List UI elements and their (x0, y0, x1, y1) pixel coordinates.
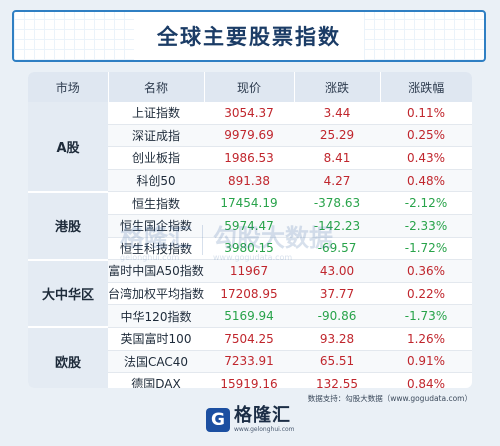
change-cell: 93.28 (294, 327, 380, 351)
data-source-note: 数据支持：勾股大数据（www.gogudata.com） (307, 394, 472, 403)
change-pct-cell: 0.91% (380, 350, 472, 374)
table-row: 港股 恒生指数 17454.19 -378.63 -2.12% (28, 191, 472, 261)
table-row: 中华120指数 5169.94 -90.86 -1.73% (28, 304, 472, 328)
table-body: A股 上证指数 3054.37 3.44 0.11% 深证成指 9979.69 25.29 0.… (28, 102, 472, 388)
logo-g-icon: G (206, 408, 230, 432)
index-name-cell: 恒生科技指数 (108, 237, 204, 261)
price-cell: 11967 (204, 259, 294, 283)
price-cell: 5169.94 (204, 304, 294, 328)
change-cell: 8.41 (294, 146, 380, 170)
price-cell: 3980.15 (204, 237, 294, 261)
change-cell: 4.27 (294, 169, 380, 193)
logo-text: 格隆汇 www.gelonghui.com (234, 407, 295, 433)
index-name-cell: 法国CAC40 (108, 350, 204, 374)
change-pct-cell: 0.22% (380, 282, 472, 306)
table-row: 法国CAC40 7233.91 65.51 0.91% (28, 350, 472, 374)
index-name-cell: 中华120指数 (108, 304, 204, 328)
index-table-card: 市场 名称 现价 涨跌 涨跌幅 A股 上证指数 3054.37 3.44 0.11% 深证… (28, 72, 472, 388)
change-pct-cell: 1.26% (380, 327, 472, 351)
change-pct-cell: 0.36% (380, 259, 472, 283)
index-name-cell: 恒生国企指数 (108, 214, 204, 238)
header-change-pct: 涨跌幅 (380, 72, 472, 102)
market-cell: 大中华区 (28, 259, 108, 329)
change-pct-cell: -2.12% (380, 191, 472, 215)
index-name-cell: 科创50 (108, 169, 204, 193)
change-cell: -69.57 (294, 237, 380, 261)
market-cell: 欧股 (28, 327, 108, 388)
change-cell: 43.00 (294, 259, 380, 283)
table-row: 恒生科技指数 3980.15 -69.57 -1.72% (28, 237, 472, 261)
logo-name: 格隆汇 (234, 405, 291, 426)
index-name-cell: 创业板指 (108, 146, 204, 170)
price-cell: 9979.69 (204, 124, 294, 148)
index-table: 市场 名称 现价 涨跌 涨跌幅 A股 上证指数 3054.37 3.44 0.11% 深证… (28, 72, 472, 388)
change-pct-cell: -2.33% (380, 214, 472, 238)
price-cell: 7233.91 (204, 350, 294, 374)
table-row: A股 上证指数 3054.37 3.44 0.11% (28, 102, 472, 193)
header-price: 现价 (204, 72, 295, 102)
change-pct-cell: -1.72% (380, 237, 472, 261)
index-name-cell: 上证指数 (108, 102, 204, 125)
table-row: 科创50 891.38 4.27 0.48% (28, 169, 472, 193)
price-cell: 7504.25 (204, 327, 294, 351)
market-cell: 港股 (28, 191, 108, 261)
table-row: 大中华区 富时中国A50指数 11967 43.00 0.36% (28, 259, 472, 329)
price-cell: 5974.47 (204, 214, 294, 238)
index-name-cell: 德国DAX (108, 372, 204, 388)
header-market: 市场 (28, 72, 109, 102)
change-pct-cell: 0.11% (380, 102, 472, 125)
table-header: 市场 名称 现价 涨跌 涨跌幅 (28, 72, 472, 102)
change-cell: 65.51 (294, 350, 380, 374)
table-row: 恒生国企指数 5974.47 -142.23 -2.33% (28, 214, 472, 238)
change-cell: 37.77 (294, 282, 380, 306)
table-row: 德国DAX 15919.16 132.55 0.84% (28, 372, 472, 388)
index-name-cell: 富时中国A50指数 (108, 259, 204, 283)
change-cell: -90.86 (294, 304, 380, 328)
change-pct-cell: -1.73% (380, 304, 472, 328)
price-cell: 15919.16 (204, 372, 294, 388)
change-cell: 132.55 (294, 372, 380, 388)
index-name-cell: 恒生指数 (108, 191, 204, 215)
price-cell: 891.38 (204, 169, 294, 193)
change-pct-cell: 0.48% (380, 169, 472, 193)
change-pct-cell: 0.25% (380, 124, 472, 148)
header-name: 名称 (108, 72, 205, 102)
index-name-cell: 深证成指 (108, 124, 204, 148)
table-row: 深证成指 9979.69 25.29 0.25% (28, 124, 472, 148)
change-pct-cell: 0.84% (380, 372, 472, 388)
title-banner: 全球主要股票指数 (12, 10, 486, 62)
price-cell: 17454.19 (204, 191, 294, 215)
market-cell: A股 (28, 102, 108, 193)
logo-url: www.gelonghui.com (234, 426, 295, 433)
change-cell: 3.44 (294, 102, 380, 125)
change-cell: -378.63 (294, 191, 380, 215)
change-cell: -142.23 (294, 214, 380, 238)
table-row: 台湾加权平均指数 17208.95 37.77 0.22% (28, 282, 472, 306)
change-cell: 25.29 (294, 124, 380, 148)
header-change: 涨跌 (294, 72, 381, 102)
footer-logo: G 格隆汇 www.gelonghui.com (206, 404, 295, 436)
table-row: 创业板指 1986.53 8.41 0.43% (28, 146, 472, 170)
table-row: 欧股 英国富时100 7504.25 93.28 1.26% (28, 327, 472, 388)
index-name-cell: 台湾加权平均指数 (108, 282, 204, 306)
price-cell: 3054.37 (204, 102, 294, 125)
page-title: 全球主要股票指数 (157, 25, 341, 49)
change-pct-cell: 0.43% (380, 146, 472, 170)
price-cell: 17208.95 (204, 282, 294, 306)
index-name-cell: 英国富时100 (108, 327, 204, 351)
price-cell: 1986.53 (204, 146, 294, 170)
